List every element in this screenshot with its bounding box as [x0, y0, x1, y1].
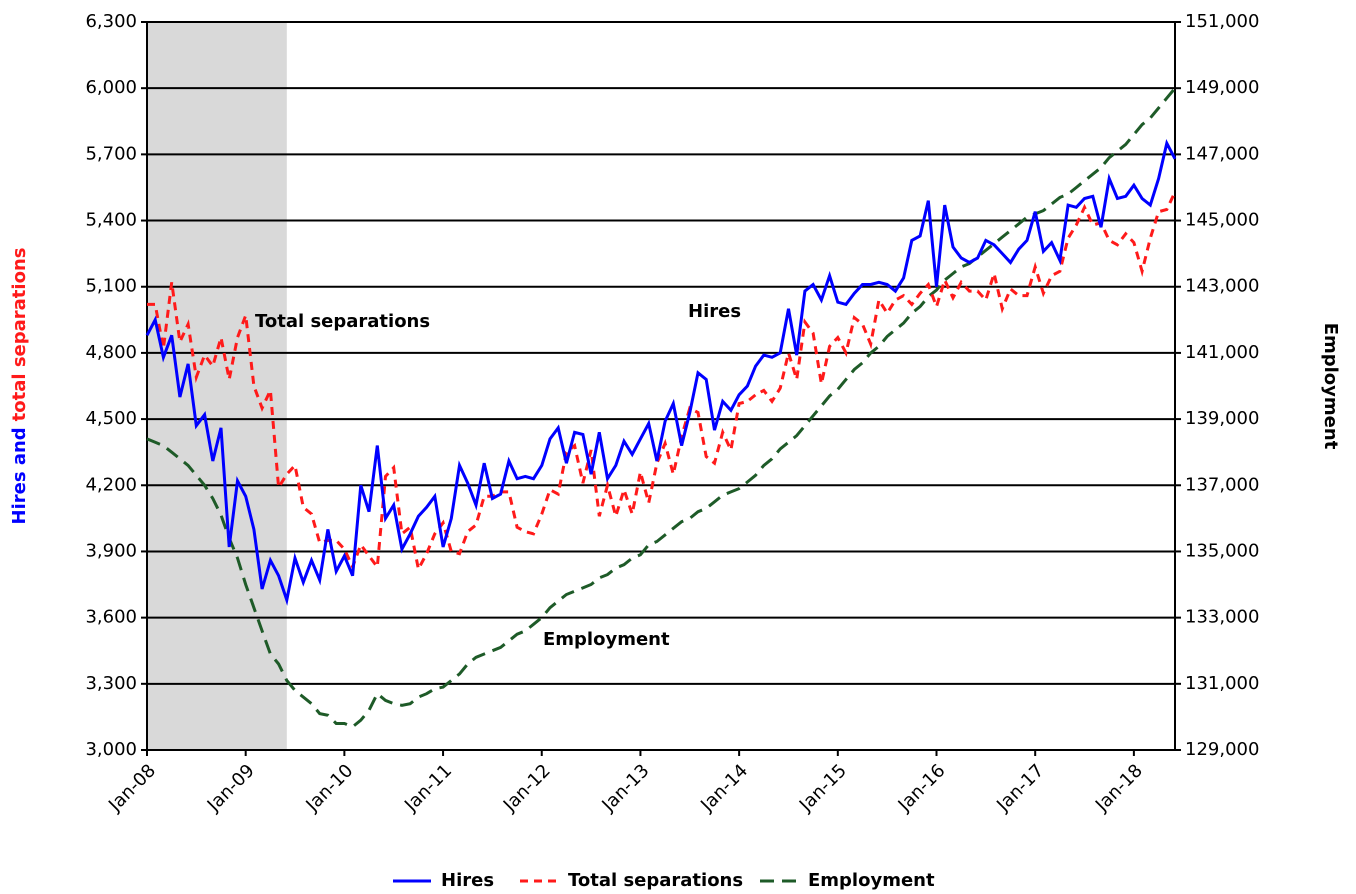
y-tick-label: 5,400: [85, 210, 137, 231]
y-tick-label: 4,800: [85, 342, 137, 363]
y-tick-label: 3,900: [85, 540, 137, 561]
y2-axis-title: Employment: [1320, 323, 1341, 450]
series-line: [145, 139, 1177, 606]
y-tick-label: 5,100: [85, 276, 137, 297]
y2-tick-label: 131,000: [1185, 673, 1259, 694]
recession-shade: [147, 22, 287, 750]
y-axis-title-part: total separations: [9, 248, 30, 422]
x-tick-label: Jan-11: [400, 760, 456, 816]
legend-label: Total separations: [568, 870, 743, 891]
y2-tick-label: 145,000: [1185, 210, 1259, 231]
y2-tick-label: 149,000: [1185, 77, 1259, 98]
x-tick-label: Jan-17: [992, 760, 1048, 816]
x-tick-label: Jan-16: [894, 760, 950, 816]
legend-label: Employment: [808, 870, 935, 891]
x-tick-label: Jan-14: [696, 760, 752, 816]
x-tick-label: Jan-10: [301, 760, 357, 816]
y2-tick-label: 147,000: [1185, 143, 1259, 164]
y2-tick-label: 129,000: [1185, 739, 1259, 760]
x-tick-label: Jan-12: [499, 760, 555, 816]
y2-tick-label: 151,000: [1185, 11, 1259, 32]
y2-tick-label: 133,000: [1185, 607, 1259, 628]
series-line: [146, 87, 1177, 729]
annotation: Total separations: [255, 311, 430, 332]
y-tick-label: 3,000: [85, 739, 137, 760]
series-line: [147, 191, 1177, 574]
y-tick-label: 4,200: [85, 474, 137, 495]
annotation: Employment: [543, 629, 670, 650]
x-tick-label: Jan-15: [795, 760, 851, 816]
y2-tick-label: 137,000: [1185, 474, 1259, 495]
y-tick-label: 3,300: [85, 673, 137, 694]
y2-tick-label: 143,000: [1185, 276, 1259, 297]
x-tick-label: Jan-18: [1091, 760, 1147, 816]
y-axis-title-part: Hires and: [9, 427, 30, 524]
y-tick-label: 6,000: [85, 77, 137, 98]
x-tick-label: Jan-09: [203, 760, 259, 816]
y-axis-title: Hires and total separations: [9, 248, 30, 525]
x-tick-label: Jan-08: [104, 760, 160, 816]
y-tick-label: 3,600: [85, 607, 137, 628]
annotation: Hires: [688, 301, 741, 322]
y-tick-label: 4,500: [85, 408, 137, 429]
y-tick-label: 6,300: [85, 11, 137, 32]
y2-tick-label: 139,000: [1185, 408, 1259, 429]
y-tick-label: 5,700: [85, 143, 137, 164]
y2-tick-label: 135,000: [1185, 540, 1259, 561]
x-tick-label: Jan-13: [598, 760, 654, 816]
y2-tick-label: 141,000: [1185, 342, 1259, 363]
legend-label: Hires: [441, 870, 494, 891]
